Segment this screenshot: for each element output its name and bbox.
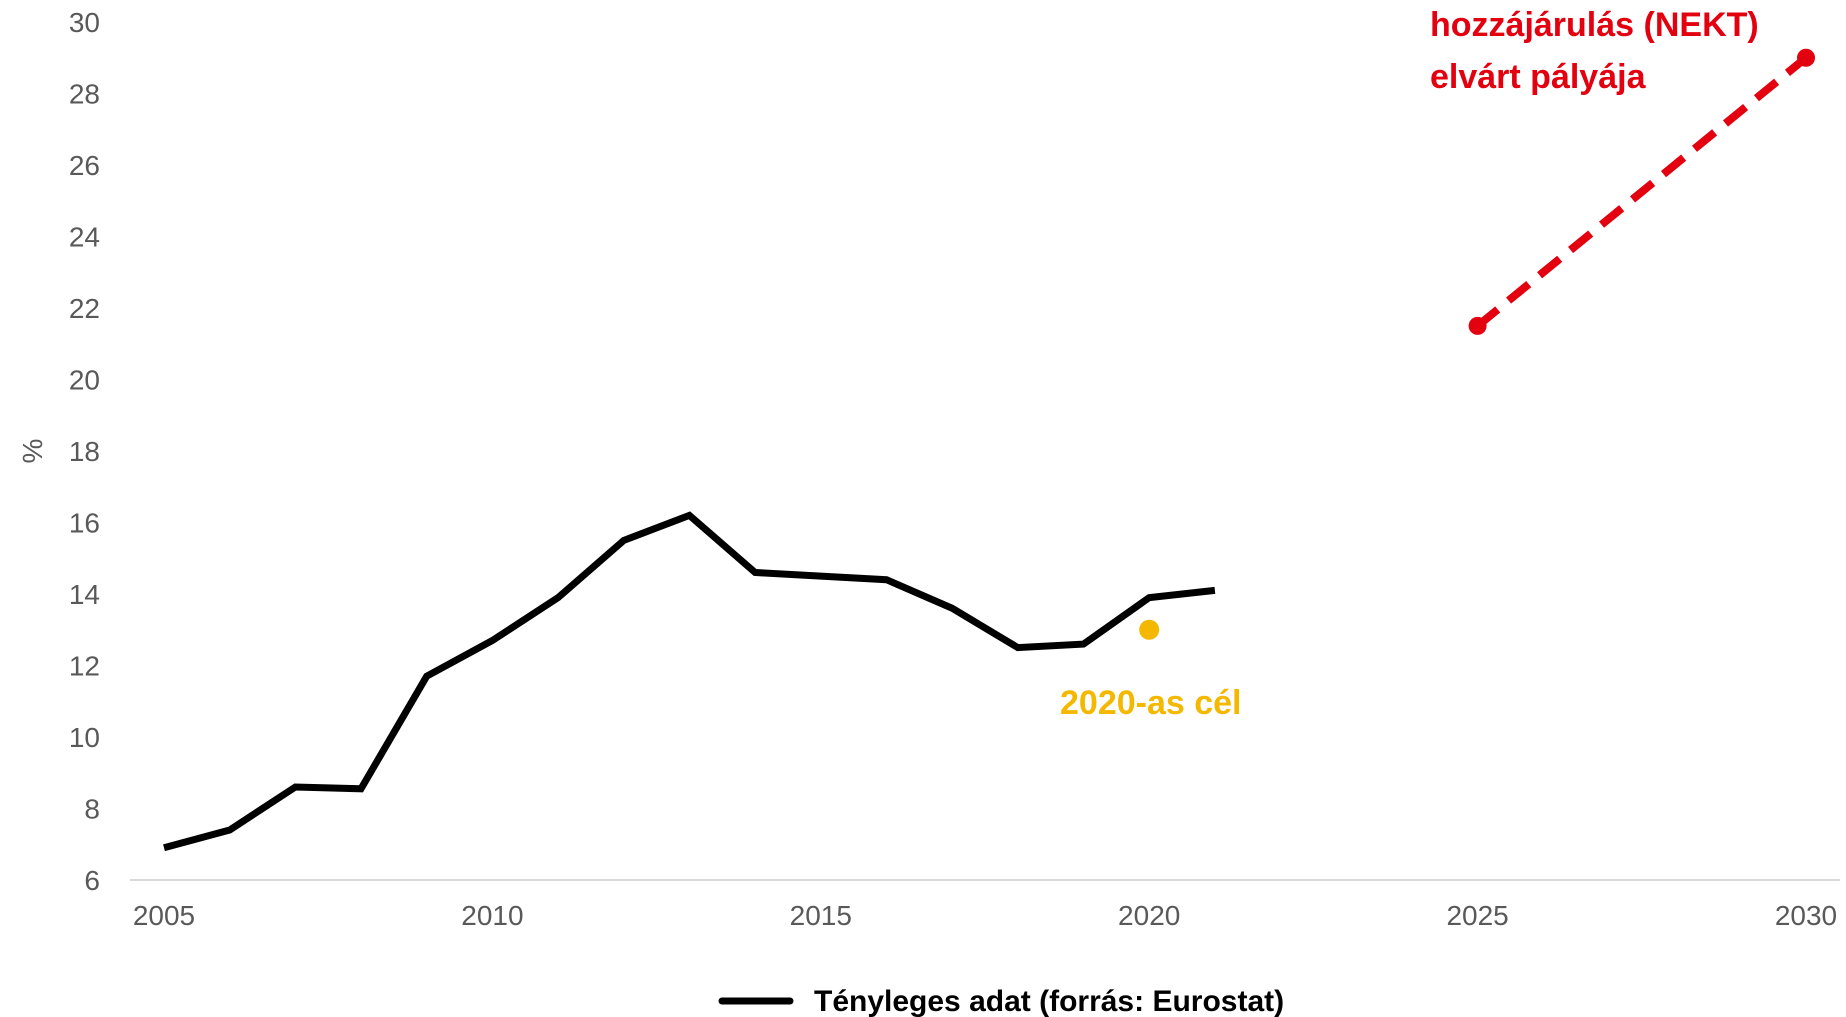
y-tick-label: 28 <box>69 79 100 110</box>
y-tick-label: 6 <box>84 865 100 896</box>
nekt-point <box>1797 48 1815 67</box>
y-axis-label: % <box>17 439 48 464</box>
y-tick-label: 30 <box>69 7 100 38</box>
y-tick-label: 22 <box>69 293 100 324</box>
y-tick-label: 8 <box>84 794 100 825</box>
target-annotation: 2020-as cél <box>1060 684 1242 722</box>
x-tick-label: 2025 <box>1446 900 1508 931</box>
y-tick-label: 16 <box>69 508 100 539</box>
legend: Tényleges adat (forrás: Eurostat) <box>718 985 1284 1017</box>
y-tick-label: 20 <box>69 365 100 396</box>
target-2020-point <box>1139 619 1160 640</box>
nekt-annotation-line2: elvárt pályája <box>1430 58 1647 96</box>
y-tick-label: 18 <box>69 436 100 467</box>
x-tick-label: 2030 <box>1775 900 1837 931</box>
y-tick-label: 14 <box>69 579 100 610</box>
y-tick-label: 10 <box>69 722 100 753</box>
y-tick-label: 12 <box>69 651 100 682</box>
nekt-point <box>1468 316 1487 335</box>
x-tick-label: 2015 <box>790 900 852 931</box>
y-tick-label: 26 <box>69 150 100 181</box>
nekt-annotation-line1: hozzájárulás (NEKT) <box>1430 6 1759 44</box>
x-tick-label: 2020 <box>1118 900 1180 931</box>
series-markers-nekt <box>1468 48 1815 335</box>
x-tick-label: 2005 <box>133 900 195 931</box>
x-axis-ticks: 2005 2010 2015 2020 2025 2030 <box>133 900 1837 931</box>
y-tick-label: 24 <box>69 222 100 253</box>
legend-label-actual: Tényleges adat (forrás: Eurostat) <box>814 985 1284 1017</box>
y-axis-ticks: 6 8 10 12 14 16 18 20 22 24 26 28 30 <box>69 7 100 896</box>
series-line-actual <box>163 511 1216 852</box>
series-line-nekt <box>1475 54 1809 329</box>
x-tick-label: 2010 <box>461 900 523 931</box>
